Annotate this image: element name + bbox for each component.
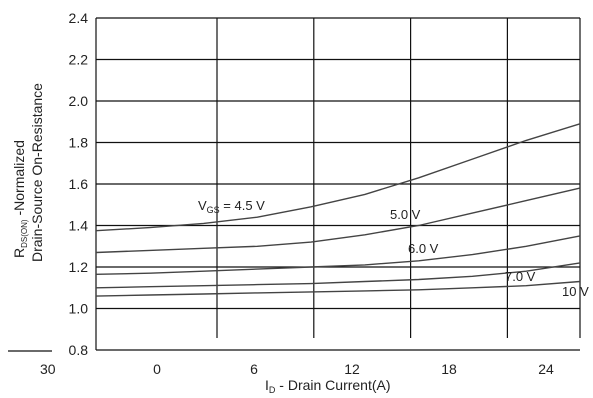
curve-label-5-0: 5.0 V [390, 207, 421, 222]
y-tick-label-6: 2.0 [69, 93, 89, 109]
series-line-1 [95, 187, 581, 254]
x-tick-labels: 0 6 12 18 24 [153, 361, 554, 377]
x-axis-label-main: I [265, 377, 269, 393]
y-tick-label-1: 1.0 [69, 301, 89, 317]
series-line-3 [95, 262, 581, 289]
y-tick-label-2: 1.2 [69, 259, 89, 275]
y-axis-label-line1: RDS(ON) -Normalized [11, 140, 29, 258]
y-tick-label-7: 2.2 [69, 52, 89, 68]
x-tick-label-3: 18 [441, 361, 457, 377]
series-line-4 [95, 280, 581, 297]
y-tick-labels: 0.8 1.0 1.2 1.4 1.6 1.8 2.0 2.2 2.4 [69, 10, 89, 358]
y-axis-label-sub: DS(ON) [20, 219, 29, 248]
y-axis-label-line2: Drain-Source On-Resistance [29, 83, 45, 262]
curve-label-7-0: 7.0 V [505, 269, 536, 284]
x-tick-label-4: 24 [538, 361, 554, 377]
x-tick-label-0: 0 [153, 361, 161, 377]
x-axis-label-sub: D [269, 385, 276, 395]
curve-label-vgs-sub: GS [207, 205, 220, 215]
curve-label-vgs-rest: = 4.5 V [220, 198, 265, 213]
y-tick-label-8: 2.4 [69, 10, 89, 26]
y-tick-label-3: 1.4 [69, 218, 89, 234]
curve-labels: VGS = 4.5 V 5.0 V 6.0 V 7.0 V 10 V [198, 198, 589, 299]
y-tick-label-0: 0.8 [69, 342, 89, 358]
extra-tick-label: 30 [40, 361, 56, 377]
y-tick-label-4: 1.6 [69, 176, 89, 192]
curve-label-vgs-4-5: VGS = 4.5 V [198, 198, 265, 215]
y-axis-label-main: R [11, 248, 27, 258]
x-axis-label-rest: - Drain Current(A) [275, 377, 390, 393]
x-tick-label-1: 6 [250, 361, 258, 377]
curve-label-6-0: 6.0 V [408, 241, 439, 256]
y-axis-label-rest: -Normalized [11, 140, 27, 219]
x-axis-label: ID - Drain Current(A) [265, 377, 391, 395]
curves [95, 123, 581, 297]
curve-label-vgs-main: V [198, 198, 207, 213]
y-tick-label-5: 1.8 [69, 135, 89, 151]
series-line-2 [95, 235, 581, 275]
series-line-0 [95, 123, 581, 232]
x-tick-label-2: 12 [344, 361, 360, 377]
grid [95, 17, 581, 351]
curve-label-10: 10 V [562, 284, 589, 299]
